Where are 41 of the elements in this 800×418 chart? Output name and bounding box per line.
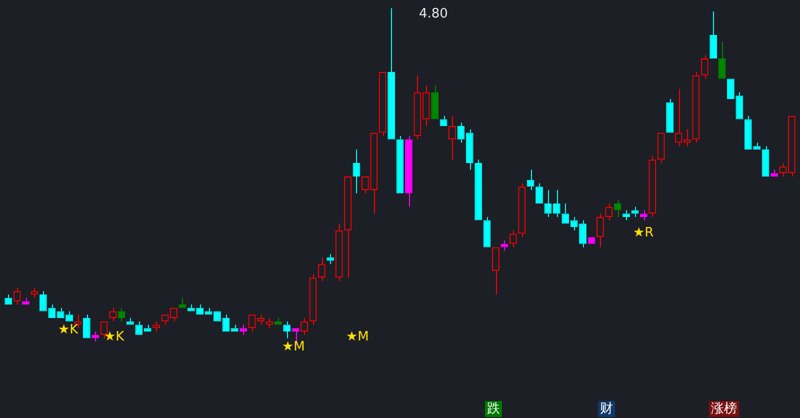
candlestick xyxy=(483,216,491,248)
candlestick xyxy=(39,290,47,312)
candlestick xyxy=(579,220,586,248)
annotation: ★R xyxy=(633,225,654,240)
candlestick xyxy=(753,142,761,150)
annotation: 4.80 xyxy=(419,6,448,22)
candlestick xyxy=(126,318,134,325)
candlestick xyxy=(666,98,674,133)
text: 财 xyxy=(600,401,613,416)
candlestick xyxy=(762,146,770,176)
candlestick xyxy=(640,210,648,221)
candlestick xyxy=(744,115,752,150)
candlestick xyxy=(326,254,334,265)
candlestick xyxy=(396,136,404,194)
candlestick xyxy=(710,10,718,59)
candlestick xyxy=(536,182,543,204)
candlestick xyxy=(352,149,360,194)
candlestick xyxy=(500,240,508,252)
candlestick xyxy=(187,304,195,312)
annotation: ★M xyxy=(282,339,305,354)
annotation: ★K xyxy=(58,322,79,338)
candlestick xyxy=(178,297,186,308)
candlestick xyxy=(440,115,448,126)
candlestick xyxy=(474,159,482,220)
candlestick xyxy=(631,206,639,218)
candlestick xyxy=(82,314,90,338)
candlestick xyxy=(240,324,248,336)
text: 涨榜 xyxy=(711,401,737,416)
candlestick xyxy=(274,318,282,325)
candlestick xyxy=(388,8,395,140)
candlestick xyxy=(622,210,630,221)
candlestick xyxy=(92,331,100,342)
annotation: ★K xyxy=(104,329,125,344)
annotation: ★M xyxy=(346,329,369,344)
candlestick xyxy=(22,297,30,305)
candlestick xyxy=(405,136,412,208)
candlestick xyxy=(431,85,439,120)
text: 跌 xyxy=(487,401,500,416)
candlestick xyxy=(718,41,726,79)
candlestick xyxy=(736,92,744,120)
candlestick xyxy=(770,169,778,176)
